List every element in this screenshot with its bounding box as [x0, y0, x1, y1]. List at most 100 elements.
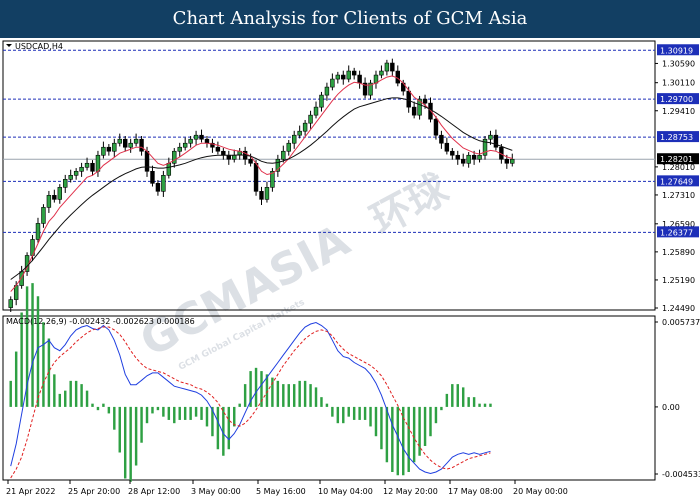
candle-body [351, 70, 357, 76]
candle-body [357, 74, 362, 84]
x-tick-label: 21 Apr 2022 [6, 487, 55, 496]
price-tick-label: 1.30590 [662, 59, 695, 68]
x-tick-label: 20 May 00:00 [513, 487, 568, 496]
candle-body [199, 134, 204, 140]
candle-body [335, 74, 341, 80]
macd-pane: 0.005737 0.00 -0.004533 [2, 283, 700, 482]
candle [439, 130, 444, 149]
candle [193, 130, 199, 145]
candle [433, 115, 439, 140]
candle-body [221, 150, 226, 156]
candle [362, 77, 368, 99]
price-tick-label: 1.24490 [662, 304, 695, 313]
candle [182, 137, 188, 151]
candle-body [106, 146, 112, 152]
candle [139, 136, 144, 156]
candle [346, 65, 351, 83]
candle [264, 181, 270, 203]
candle [68, 169, 73, 183]
candle-body [471, 154, 477, 160]
x-tick-label: 12 May 20:00 [383, 487, 438, 496]
candle [482, 136, 488, 160]
candle [477, 149, 482, 163]
candle [390, 58, 395, 77]
candle-body [488, 134, 493, 140]
macd-tick-label: -0.004533 [662, 470, 700, 479]
candle-body [139, 138, 144, 152]
candle [292, 130, 297, 149]
symbol-text: USDCAD,H4 [15, 42, 63, 51]
candle [286, 140, 291, 156]
level-tag-label: 1.30919 [660, 46, 693, 55]
candle [384, 59, 390, 76]
candle-body [319, 94, 324, 108]
candle [379, 65, 384, 79]
x-tick-label: 28 Apr 12:00 [128, 487, 180, 496]
candle [302, 119, 308, 136]
candle-body [8, 299, 13, 308]
candle-body [161, 174, 166, 192]
candle-body [270, 170, 275, 188]
candle-body [444, 142, 450, 152]
candle [112, 138, 117, 157]
candle [308, 110, 313, 129]
candle [150, 165, 155, 187]
candle [210, 138, 215, 153]
candle [275, 154, 281, 177]
candle-body [510, 158, 515, 164]
x-tick-label: 10 May 04:00 [318, 487, 373, 496]
symbol-label: USDCAD,H4 [6, 42, 63, 51]
candle-body [439, 134, 444, 144]
candle-body [395, 70, 400, 84]
candle-body [297, 130, 302, 136]
price-tick-label: 1.25190 [662, 276, 695, 285]
candle [161, 170, 166, 197]
candle [133, 133, 139, 147]
candle-body [368, 82, 373, 96]
level-tag [657, 175, 699, 187]
candle [297, 125, 302, 139]
level-tag [657, 226, 699, 238]
candle-body [68, 174, 73, 180]
candle-body [330, 78, 335, 88]
price-tick-label: 1.30110 [662, 79, 695, 88]
candle-body [155, 183, 161, 192]
candle-body [411, 106, 417, 116]
candle [57, 184, 62, 204]
candle [510, 153, 515, 167]
macd-signal-line [10, 326, 491, 479]
candle [117, 133, 122, 147]
candle-body [182, 142, 188, 148]
candle-body [362, 82, 368, 96]
candle-body [188, 138, 193, 144]
candle-body [292, 134, 297, 144]
level-tag [657, 44, 699, 56]
x-tick-label: 17 May 08:00 [448, 487, 503, 496]
candle-body [150, 170, 155, 184]
chart-canvas: GCMASIA 环球 GCM Global Capital Markets 1.… [0, 38, 700, 500]
candle [52, 189, 57, 203]
header-title: Chart Analysis for Clients of GCM Asia [172, 8, 528, 29]
candle-body [210, 142, 215, 148]
candle [351, 67, 357, 80]
macd-tick-label: 0.005737 [662, 318, 700, 327]
level-tag [657, 93, 699, 105]
candle-body [144, 150, 150, 172]
candle-body [259, 191, 264, 200]
candle [172, 148, 177, 168]
candle-body [133, 138, 139, 144]
current-price-label: 1.28201 [660, 155, 693, 164]
price-tick-label: 1.26590 [662, 220, 695, 229]
candle-body [57, 187, 62, 200]
candle-body [166, 162, 172, 176]
candle [106, 144, 112, 156]
candle-body [84, 162, 90, 168]
candle [444, 137, 450, 155]
candle-body [117, 138, 122, 144]
candle [123, 136, 128, 152]
price-tick-label: 1.28010 [662, 163, 695, 172]
candle-body [112, 142, 117, 152]
candle-body [63, 179, 68, 188]
candle-body [275, 158, 281, 172]
candle [199, 129, 204, 143]
